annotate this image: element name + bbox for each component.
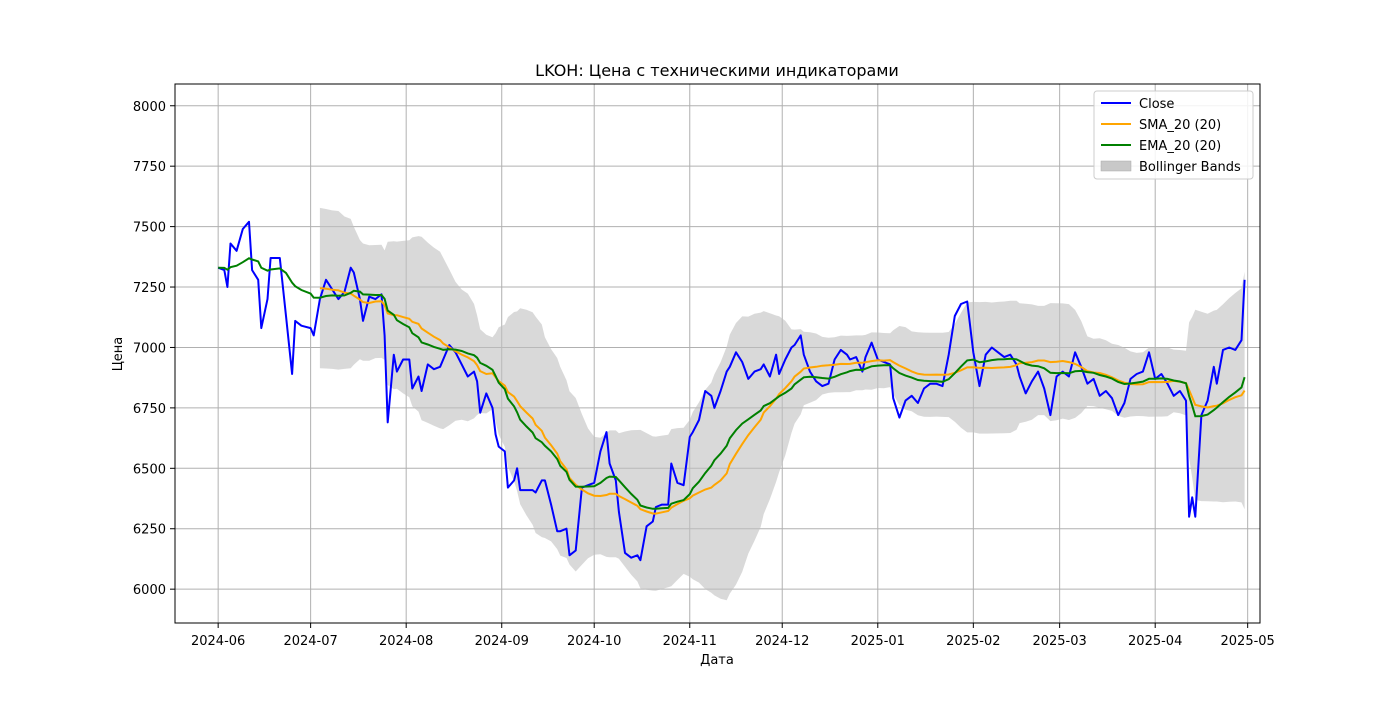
x-tick-label: 2024-06	[191, 634, 245, 649]
chart-title: LKOH: Цена с техническими индикаторами	[535, 61, 899, 80]
y-tick-label: 6750	[133, 402, 166, 417]
legend: Close SMA_20 (20) EMA_20 (20) Bollinger Ban…	[1093, 90, 1254, 180]
legend-box	[1093, 90, 1254, 180]
x-tick-label: 2025-03	[1032, 634, 1086, 649]
x-tick-label: 2025-01	[851, 634, 905, 649]
legend-label: EMA_20 (20)	[1139, 139, 1221, 154]
ema-20-line	[218, 257, 1246, 510]
y-tick-label: 7250	[133, 281, 166, 296]
y-axis: 6000 6250 6500 6750 7000 7250 7500 7750 8000	[133, 100, 175, 598]
y-tick-label: 7750	[133, 160, 166, 175]
sma-20-line	[319, 287, 1246, 515]
x-tick-label: 2024-12	[755, 634, 809, 649]
x-axis-label: Дата	[700, 653, 734, 668]
y-tick-label: 7000	[133, 341, 166, 356]
x-tick-label: 2024-09	[475, 634, 529, 649]
x-tick-label: 2025-02	[946, 634, 1000, 649]
y-tick-label: 6250	[133, 523, 166, 538]
legend-label: SMA_20 (20)	[1139, 118, 1221, 133]
plot-frame	[174, 83, 1261, 624]
x-tick-label: 2025-04	[1128, 634, 1182, 649]
legend-label: Bollinger Bands	[1139, 160, 1241, 175]
x-axis: 2024-06 2024-07 2024-08 2024-09 2024-10 2024-…	[191, 623, 1275, 649]
x-tick-label: 2024-07	[283, 634, 337, 649]
y-axis-label: Цена	[111, 337, 126, 372]
y-tick-label: 8000	[133, 100, 166, 115]
y-tick-label: 6500	[133, 462, 166, 477]
x-tick-label: 2024-08	[379, 634, 433, 649]
x-tick-label: 2024-10	[567, 634, 621, 649]
y-tick-label: 7500	[133, 221, 166, 236]
series-layer	[217, 220, 1246, 562]
y-tick-label: 6000	[133, 583, 166, 598]
x-tick-label: 2025-05	[1221, 634, 1275, 649]
legend-label: Close	[1139, 97, 1174, 112]
x-tick-label: 2024-11	[663, 634, 717, 649]
legend-swatch-bollinger	[1100, 160, 1132, 172]
